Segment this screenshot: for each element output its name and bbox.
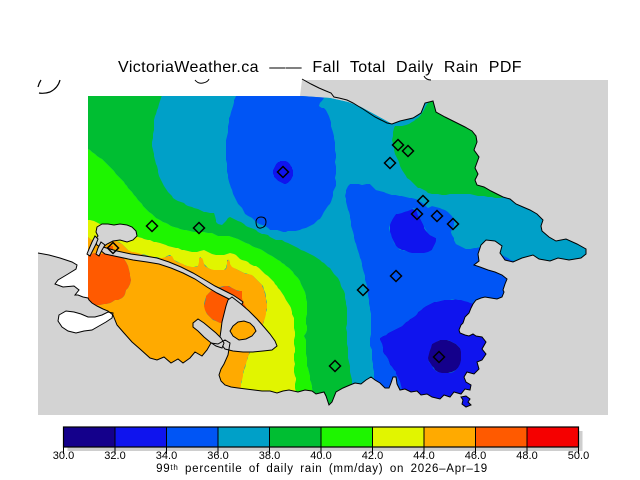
- svg-text:40.0: 40.0: [310, 450, 331, 462]
- svg-text:34.0: 34.0: [156, 450, 177, 462]
- svg-text:42.0: 42.0: [362, 450, 383, 462]
- svg-text:50.0: 50.0: [568, 450, 589, 462]
- svg-text:VictoriaWeather.ca —— Fall Tot: VictoriaWeather.ca —— Fall Total Daily R…: [118, 59, 522, 76]
- svg-text:99th percentile of daily rain: 99th percentile of daily rain (mm/day) o…: [156, 463, 488, 475]
- svg-text:30.0: 30.0: [53, 450, 74, 462]
- svg-text:32.0: 32.0: [104, 450, 125, 462]
- svg-text:44.0: 44.0: [413, 450, 434, 462]
- svg-text:46.0: 46.0: [465, 450, 486, 462]
- svg-text:38.0: 38.0: [259, 450, 280, 462]
- svg-text:48.0: 48.0: [516, 450, 537, 462]
- svg-text:36.0: 36.0: [207, 450, 228, 462]
